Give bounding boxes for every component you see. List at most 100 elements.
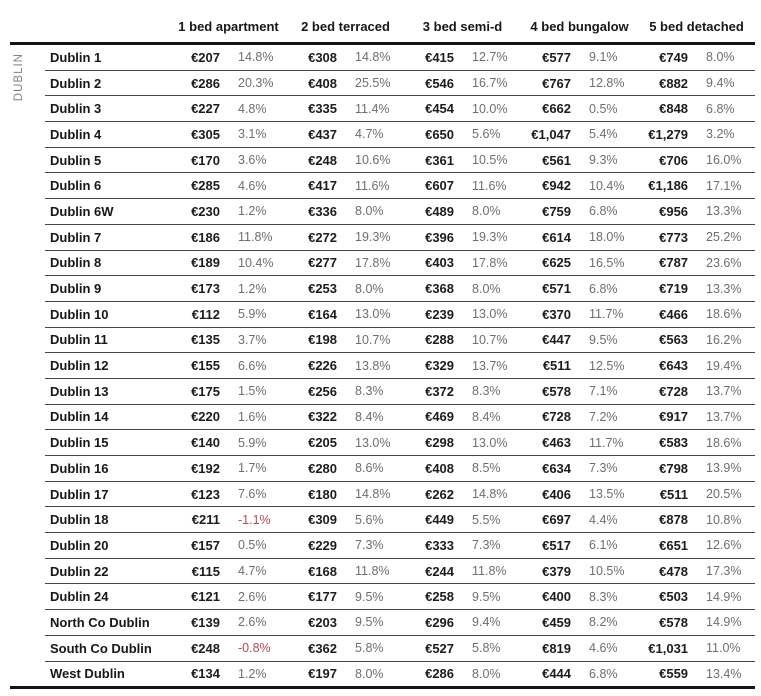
price-cell: €155 [170, 352, 220, 379]
table-row: Dublin 12 €155 6.6% €226 13.8% €329 13.7% €511 1… [10, 352, 756, 379]
pct-change-cell: 4.7% [220, 558, 288, 585]
row-label: Dublin 11 [45, 327, 170, 354]
table-row: Dublin 18 €211 -1.1% €309 5.6% €449 5.5% €697 4.… [10, 506, 756, 534]
price-cell: €643 [638, 352, 689, 379]
price-cell: €329 [404, 352, 455, 379]
pct-change-cell: 13.7% [454, 352, 522, 379]
row-label: Dublin 4 [45, 121, 170, 148]
table-row: Dublin 17 €123 7.6% €180 14.8% €262 14.8% €406 1… [10, 481, 756, 508]
price-cell: €561 [521, 147, 572, 174]
table-row: Dublin 6W €230 1.2% €336 8.0% €489 8.0% €759 6.8… [10, 198, 756, 225]
price-cell: €336 [287, 198, 338, 225]
pct-change-cell: 11.7% [571, 301, 639, 328]
pct-change-cell: 10.4% [571, 172, 639, 200]
price-cell: €211 [170, 506, 220, 534]
price-cell: €882 [638, 70, 689, 97]
price-cell: €256 [287, 378, 338, 405]
price-cell: €546 [404, 70, 455, 97]
price-cell: €478 [638, 558, 689, 585]
price-cell: €578 [638, 609, 689, 636]
row-label: Dublin 6W [45, 198, 170, 225]
price-cell: €362 [287, 635, 338, 662]
pct-change-cell: 9.5% [454, 583, 522, 611]
price-cell: €415 [404, 43, 455, 71]
pct-change-cell: 7.3% [571, 455, 639, 482]
price-cell: €286 [170, 70, 220, 97]
price-cell: €258 [404, 583, 455, 611]
pct-change-cell: 11.8% [220, 224, 288, 251]
price-cell: €134 [170, 661, 220, 690]
price-cell: €406 [521, 481, 572, 508]
price-cell: €511 [638, 481, 689, 508]
price-cell: €333 [404, 532, 455, 559]
row-label: Dublin 22 [45, 558, 170, 585]
price-cell: €296 [404, 609, 455, 636]
pct-change-cell: 11.8% [454, 558, 522, 585]
price-cell: €139 [170, 609, 220, 636]
pct-change-cell: 4.7% [337, 121, 405, 148]
pct-change-cell: 19.3% [337, 224, 405, 251]
pct-change-cell: 12.8% [571, 70, 639, 97]
price-cell: €956 [638, 198, 689, 225]
row-label: Dublin 16 [45, 455, 170, 482]
table-row: Dublin 5 €170 3.6% €248 10.6% €361 10.5% €561 9.… [10, 147, 756, 174]
pct-change-cell: 8.0% [337, 661, 405, 690]
price-cell: €220 [170, 404, 220, 431]
price-cell: €308 [287, 43, 338, 71]
row-label: West Dublin [45, 661, 170, 690]
pct-change-cell: 12.7% [454, 43, 522, 71]
pct-change-cell: 5.6% [454, 121, 522, 148]
pct-change-cell: 14.8% [220, 43, 288, 71]
pct-change-cell: 9.3% [571, 147, 639, 174]
price-cell: €559 [638, 661, 689, 690]
pct-change-cell: 13.0% [454, 301, 522, 328]
price-cell: €207 [170, 43, 220, 71]
pct-change-cell: 17.8% [454, 250, 522, 277]
pct-change-cell: 23.6% [688, 250, 756, 277]
row-label: Dublin 17 [45, 481, 170, 508]
pct-change-cell: 14.9% [688, 583, 756, 611]
price-cell: €157 [170, 532, 220, 559]
price-cell: €571 [521, 275, 572, 302]
pct-change-cell: 16.2% [688, 327, 756, 354]
pct-change-cell: 8.3% [571, 583, 639, 611]
pct-change-cell: 7.3% [454, 532, 522, 559]
pct-change-cell: 20.3% [220, 70, 288, 97]
pct-change-cell: 7.2% [571, 404, 639, 431]
pct-change-cell: 3.6% [220, 147, 288, 174]
pct-change-cell: 11.4% [337, 95, 405, 123]
pct-change-cell: 2.6% [220, 609, 288, 636]
price-cell: €262 [404, 481, 455, 508]
table-row: Dublin 7 €186 11.8% €272 19.3% €396 19.3% €614 1… [10, 224, 756, 251]
table-row: Dublin 13 €175 1.5% €256 8.3% €372 8.3% €578 7.1… [10, 378, 756, 405]
price-cell: €170 [170, 147, 220, 174]
pct-change-cell: 3.7% [220, 327, 288, 354]
pct-change-cell: 6.8% [688, 95, 756, 123]
pct-change-cell: 5.8% [337, 635, 405, 662]
price-cell: €205 [287, 429, 338, 456]
price-cell: €1,031 [638, 635, 689, 662]
pct-change-cell: 5.9% [220, 429, 288, 456]
dublin-price-table: 1 bed apartment 2 bed terraced 3 bed sem… [10, 13, 756, 690]
pct-change-cell: 13.8% [337, 352, 405, 379]
price-cell: €403 [404, 250, 455, 277]
pct-change-cell: 1.2% [220, 275, 288, 302]
price-cell: €563 [638, 327, 689, 354]
price-cell: €253 [287, 275, 338, 302]
pct-change-cell: 6.1% [571, 532, 639, 559]
price-cell: €286 [404, 661, 455, 690]
price-cell: €787 [638, 250, 689, 277]
table-row: South Co Dublin €248 -0.8% €362 5.8% €527 5.8%… [10, 635, 756, 662]
pct-change-cell: 10.5% [454, 147, 522, 174]
table-row: Dublin 9 €173 1.2% €253 8.0% €368 8.0% €571 6.8%… [10, 275, 756, 302]
pct-change-cell: 10.0% [454, 95, 522, 123]
col-header-3bed-semid: 3 bed semi-d [404, 13, 522, 45]
price-cell: €244 [404, 558, 455, 585]
pct-change-cell: 5.5% [454, 506, 522, 534]
pct-change-cell: 8.0% [454, 198, 522, 225]
pct-change-cell: 13.0% [337, 429, 405, 456]
price-cell: €459 [521, 609, 572, 636]
price-cell: €449 [404, 506, 455, 534]
price-cell: €527 [404, 635, 455, 662]
